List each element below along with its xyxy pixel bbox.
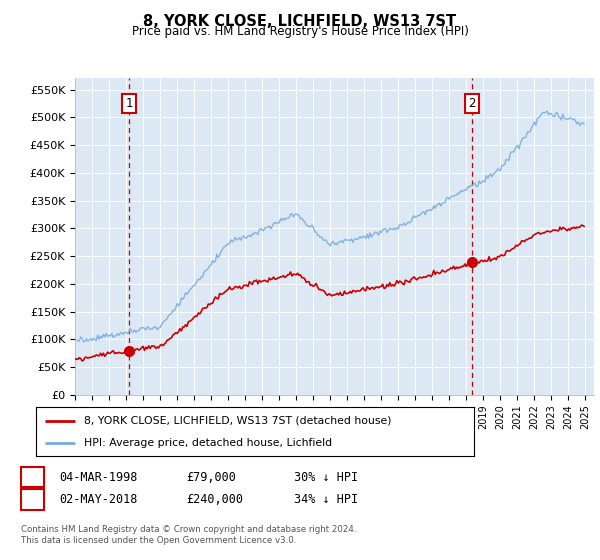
Text: 04-MAR-1998: 04-MAR-1998 <box>59 470 137 484</box>
Text: 2: 2 <box>468 97 476 110</box>
Text: 34% ↓ HPI: 34% ↓ HPI <box>294 493 358 506</box>
Text: Price paid vs. HM Land Registry's House Price Index (HPI): Price paid vs. HM Land Registry's House … <box>131 25 469 38</box>
Text: 1: 1 <box>29 470 36 484</box>
Text: 8, YORK CLOSE, LICHFIELD, WS13 7ST: 8, YORK CLOSE, LICHFIELD, WS13 7ST <box>143 14 457 29</box>
Text: £79,000: £79,000 <box>186 470 236 484</box>
Text: 30% ↓ HPI: 30% ↓ HPI <box>294 470 358 484</box>
Text: 2: 2 <box>29 493 36 506</box>
Text: 1: 1 <box>125 97 133 110</box>
Text: £240,000: £240,000 <box>186 493 243 506</box>
Text: 02-MAY-2018: 02-MAY-2018 <box>59 493 137 506</box>
Text: Contains HM Land Registry data © Crown copyright and database right 2024.
This d: Contains HM Land Registry data © Crown c… <box>21 525 356 545</box>
Text: HPI: Average price, detached house, Lichfield: HPI: Average price, detached house, Lich… <box>84 437 332 447</box>
Text: 8, YORK CLOSE, LICHFIELD, WS13 7ST (detached house): 8, YORK CLOSE, LICHFIELD, WS13 7ST (deta… <box>84 416 392 426</box>
